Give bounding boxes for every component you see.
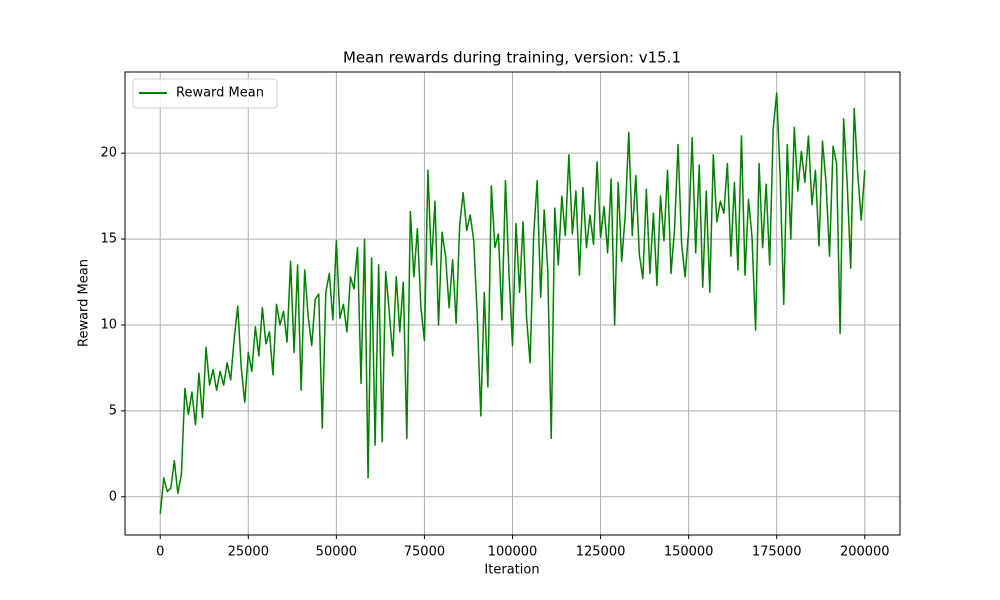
x-tick-label: 100000 xyxy=(488,545,538,560)
legend-box xyxy=(132,78,278,109)
line-series xyxy=(159,92,866,515)
x-axis-label: Iteration xyxy=(484,563,539,578)
chart-title: Mean rewards during training, version: v… xyxy=(343,49,681,67)
y-tick-label: 10 xyxy=(100,317,117,332)
x-tick-label: 25000 xyxy=(228,545,269,560)
x-tick-label: 75000 xyxy=(404,545,445,560)
x-tick-label: 150000 xyxy=(664,545,714,560)
x-tick-label: 125000 xyxy=(576,545,626,560)
legend: Reward Mean xyxy=(132,78,278,109)
y-axis-label: Reward Mean xyxy=(77,259,92,347)
y-tick-label: 20 xyxy=(100,146,117,161)
y-tick-label: 15 xyxy=(100,232,117,247)
x-tick-label: 200000 xyxy=(840,545,890,560)
y-tick-label: 0 xyxy=(109,489,117,504)
legend-label: Reward Mean xyxy=(176,86,264,101)
x-tick-label: 175000 xyxy=(752,545,802,560)
x-tick-label: 50000 xyxy=(316,545,357,560)
x-tick-label: 0 xyxy=(156,545,164,560)
y-tick-label: 5 xyxy=(109,403,117,418)
plot-frame xyxy=(124,71,901,536)
